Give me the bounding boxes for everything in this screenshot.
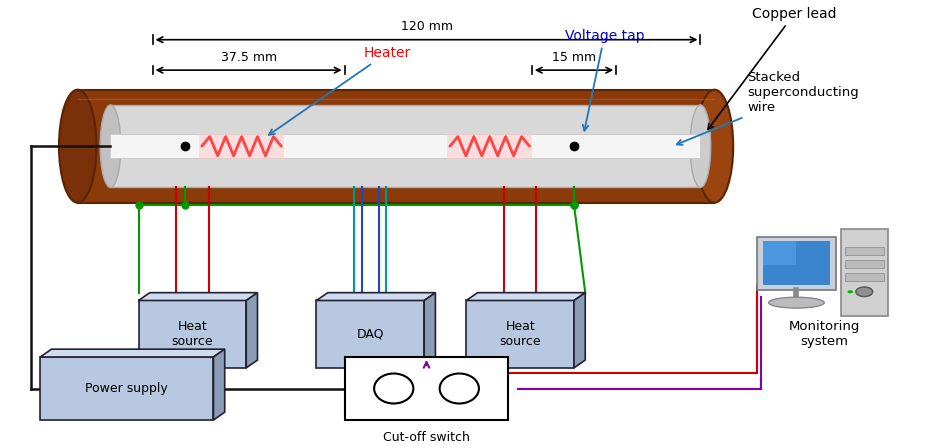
Text: DAQ: DAQ — [357, 327, 384, 340]
Polygon shape — [763, 241, 830, 285]
Text: 37.5 mm: 37.5 mm — [220, 51, 277, 64]
Polygon shape — [466, 293, 585, 301]
Polygon shape — [447, 133, 532, 159]
Text: Cut-off switch: Cut-off switch — [383, 431, 470, 444]
Polygon shape — [466, 301, 574, 368]
Ellipse shape — [59, 90, 96, 202]
Text: 120 mm: 120 mm — [400, 20, 452, 33]
Ellipse shape — [769, 297, 824, 308]
Text: Heat
source: Heat source — [499, 320, 541, 348]
Text: Heat
source: Heat source — [171, 320, 213, 348]
Polygon shape — [763, 241, 796, 265]
Polygon shape — [317, 301, 424, 368]
Text: Shut down
command: Shut down command — [518, 323, 584, 350]
Ellipse shape — [100, 105, 121, 188]
Polygon shape — [841, 229, 887, 316]
Polygon shape — [345, 357, 509, 420]
Polygon shape — [845, 273, 884, 281]
Polygon shape — [77, 90, 714, 202]
Text: Stacked
superconducting
wire: Stacked superconducting wire — [676, 71, 859, 145]
Polygon shape — [317, 293, 435, 301]
Polygon shape — [110, 134, 701, 158]
Ellipse shape — [856, 287, 872, 297]
Polygon shape — [138, 293, 257, 301]
Polygon shape — [199, 133, 284, 159]
Polygon shape — [574, 293, 585, 368]
Polygon shape — [845, 247, 884, 255]
Polygon shape — [424, 293, 435, 368]
Text: Heater: Heater — [268, 46, 411, 135]
Polygon shape — [41, 349, 225, 357]
Ellipse shape — [696, 90, 733, 202]
Polygon shape — [110, 105, 701, 188]
Text: Voltage tap: Voltage tap — [564, 29, 644, 131]
Text: Power supply: Power supply — [86, 382, 169, 395]
Text: Copper lead: Copper lead — [707, 7, 836, 129]
Polygon shape — [845, 260, 884, 268]
Polygon shape — [214, 349, 225, 420]
Polygon shape — [756, 237, 836, 289]
Polygon shape — [138, 301, 246, 368]
Text: Monitoring
system: Monitoring system — [788, 320, 860, 348]
Text: 15 mm: 15 mm — [552, 51, 596, 64]
Ellipse shape — [848, 290, 853, 293]
Ellipse shape — [690, 105, 710, 188]
Polygon shape — [41, 357, 214, 420]
Polygon shape — [246, 293, 257, 368]
